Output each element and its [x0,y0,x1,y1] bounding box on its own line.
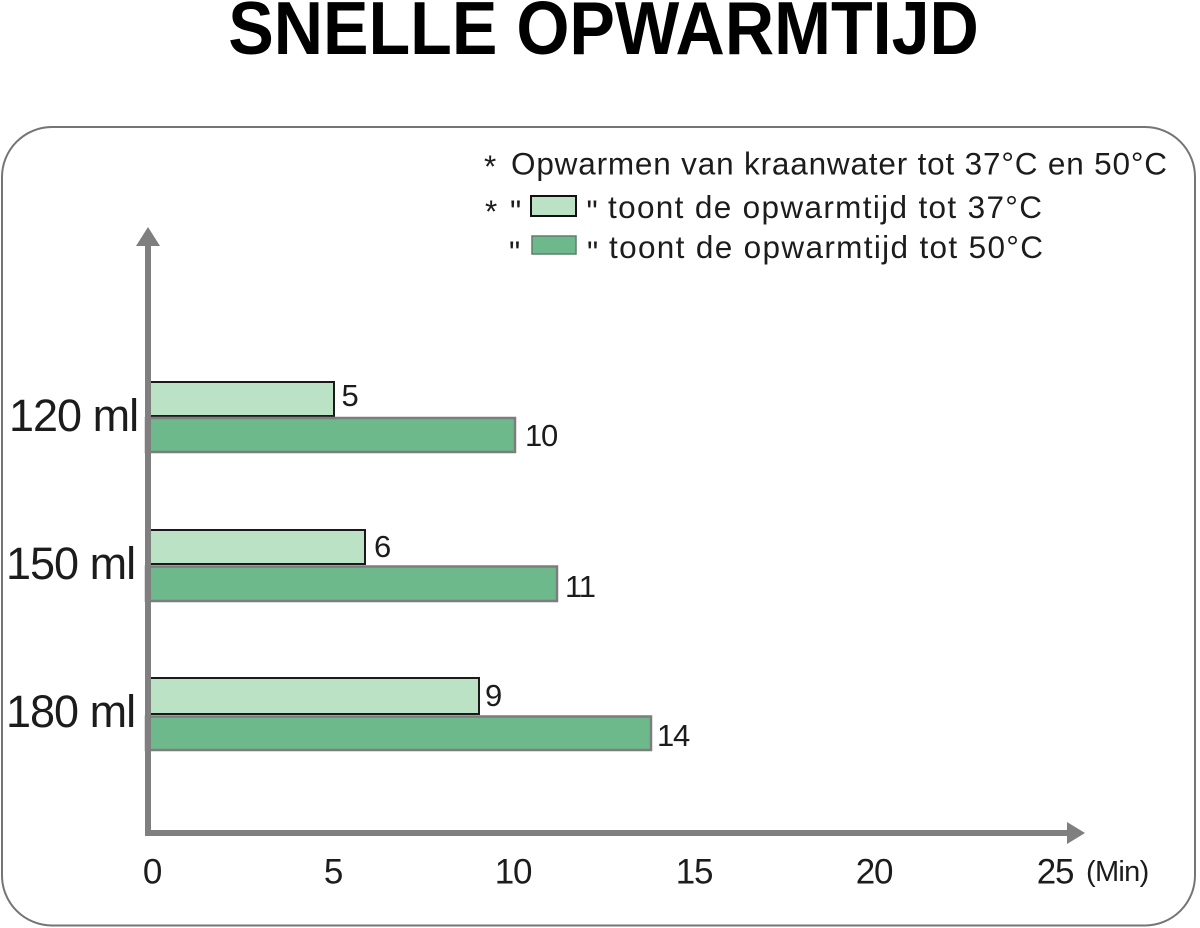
svg-text:11: 11 [565,569,595,604]
svg-text:15: 15 [676,853,713,892]
svg-text:": " [509,234,520,270]
svg-text:": " [587,193,598,229]
svg-text:120 ml: 120 ml [9,390,138,441]
svg-text:SNELLE OPWARMTIJD: SNELLE OPWARMTIJD [228,0,979,71]
svg-text:toont de opwarmtijd tot 50°C: toont de opwarmtijd tot 50°C [609,229,1044,265]
svg-text:6: 6 [374,529,390,564]
svg-text:25: 25 [1037,853,1074,892]
svg-text:0: 0 [143,853,162,892]
svg-text:(Min): (Min) [1086,856,1149,888]
svg-text:5: 5 [342,378,358,413]
svg-text:14: 14 [657,718,690,753]
svg-text:10: 10 [495,853,532,892]
svg-text:*: * [484,148,496,184]
svg-text:150 ml: 150 ml [6,538,135,589]
svg-text:": " [587,234,598,270]
svg-text:*: * [485,193,497,229]
svg-text:10: 10 [525,418,558,453]
svg-text:9: 9 [485,678,501,713]
svg-text:": " [510,193,521,229]
svg-text:toont de opwarmtijd tot 37°C: toont de opwarmtijd tot 37°C [608,189,1043,225]
svg-text:5: 5 [324,853,342,892]
svg-text:20: 20 [856,853,893,892]
svg-text:180 ml: 180 ml [6,686,135,737]
svg-text:Opwarmen van kraanwater tot 37: Opwarmen van kraanwater tot 37°C en 50°C [511,146,1168,182]
